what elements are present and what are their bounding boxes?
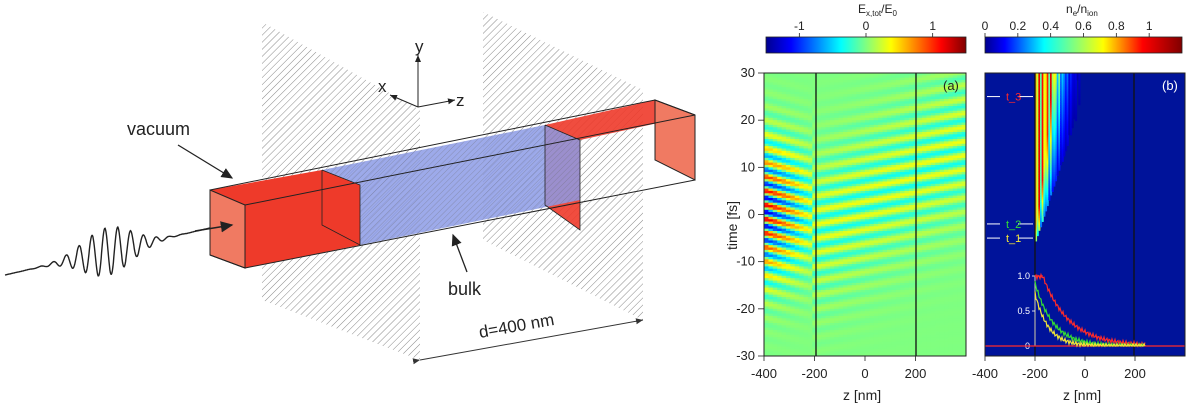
colorbar-tick-label: 0.2 xyxy=(1009,19,1026,33)
x-tick-label: -400 xyxy=(751,366,777,381)
axis-z-label: z xyxy=(456,91,465,110)
y-tick-label: -20 xyxy=(736,301,755,316)
bulk-label: bulk xyxy=(448,279,482,299)
colorbar-b-title: ne/nion xyxy=(1066,2,1098,18)
schematic: y z x vacuum bulk d=400 nm xyxy=(4,12,696,365)
colorbar-tick-label: 0.8 xyxy=(1108,19,1125,33)
panel-b: t_3t_2t_1 1.00.50 (b) -400 -200 0 200 z [nm… xyxy=(972,72,1186,403)
axis-y-label: y xyxy=(415,37,424,56)
y-tick-label: -10 xyxy=(736,254,755,269)
y-tick-label: 20 xyxy=(741,112,755,127)
colorbar-tick-label: 1 xyxy=(929,19,936,33)
y-tick-label: -30 xyxy=(736,348,755,363)
panel-a-tag: (a) xyxy=(943,78,959,93)
dimension-line xyxy=(412,318,644,365)
time-marker-label: t_3 xyxy=(1006,92,1021,104)
x-tick-label: 200 xyxy=(905,366,927,381)
x-tick-label: -200 xyxy=(801,366,827,381)
colorbar-a: Ex,tot/E0 -1 0 1 xyxy=(765,2,967,54)
inset-tick-label: 0.5 xyxy=(1017,306,1030,316)
distance-label: d=400 nm xyxy=(477,310,555,342)
x-tick-label: -400 xyxy=(972,366,998,381)
y-tick-label: 30 xyxy=(741,65,755,80)
colorbar-b: ne/nion 0 0.2 0.4 0.6 0.8 1 xyxy=(982,2,1183,54)
colorbar-tick-label: 1 xyxy=(1146,19,1153,33)
colorbar-tick-label: 0 xyxy=(982,19,989,33)
panel-a-ylabel: time [fs] xyxy=(724,201,740,250)
x-tick-label: 0 xyxy=(1081,366,1088,381)
inset-density-curve xyxy=(1034,272,1146,348)
x-tick-label: 0 xyxy=(861,366,868,381)
panel-a-xlabel: z [nm] xyxy=(843,387,881,403)
time-marker-label: t_1 xyxy=(1006,233,1021,245)
colorbar-a-title: Ex,tot/E0 xyxy=(858,2,897,18)
time-marker-label: t_2 xyxy=(1006,219,1021,231)
vacuum-left xyxy=(210,170,360,268)
vacuum-right xyxy=(545,100,695,230)
inset-tick-label: 1.0 xyxy=(1017,271,1030,281)
vacuum-label: vacuum xyxy=(127,119,190,139)
colorbar-tick-label: 0 xyxy=(863,19,870,33)
colorbar-tick-label: 0.4 xyxy=(1042,19,1059,33)
axis-x-label: x xyxy=(378,77,387,96)
panel-b-xlabel: z [nm] xyxy=(1063,387,1101,403)
laser-pulse xyxy=(4,225,211,277)
x-tick-label: 200 xyxy=(1124,366,1146,381)
y-tick-label: 0 xyxy=(748,207,755,222)
axes-triad xyxy=(389,55,456,108)
colorbar-tick-label: -1 xyxy=(794,19,805,33)
y-tick-label: 10 xyxy=(741,159,755,174)
inset-density-curve xyxy=(1034,291,1146,348)
colorbar-tick-label: 0.6 xyxy=(1075,19,1092,33)
x-tick-label: -200 xyxy=(1022,366,1048,381)
panel-b-tag: (b) xyxy=(1162,78,1178,93)
